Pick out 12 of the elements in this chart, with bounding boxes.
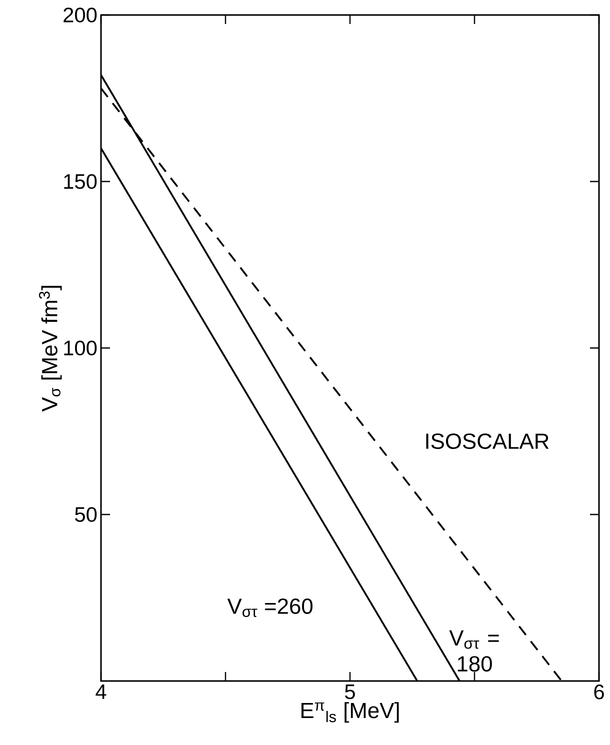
annotation: V$_{στ}$ = 180 [449, 630, 499, 672]
x-tick-label: 5 [345, 684, 355, 700]
y-tick-label: 100 [64, 340, 97, 356]
x-tick-label: 6 [594, 684, 604, 700]
x-tick-label: 4 [96, 684, 106, 699]
y-tick-label: 50 [75, 507, 97, 522]
x-axis-title: E$^{π}$$_{ls}$ [MeV] [301, 702, 399, 723]
y-axis-title: V$_{σ}$ [MeV fm$^{3}$] [38, 286, 62, 412]
annotation: V$_{στ}$ =260 [227, 598, 313, 618]
y-tick-label: 150 [64, 174, 97, 189]
y-tick-label: 200 [64, 8, 97, 22]
annotation: ISOSCALAR [426, 433, 549, 449]
